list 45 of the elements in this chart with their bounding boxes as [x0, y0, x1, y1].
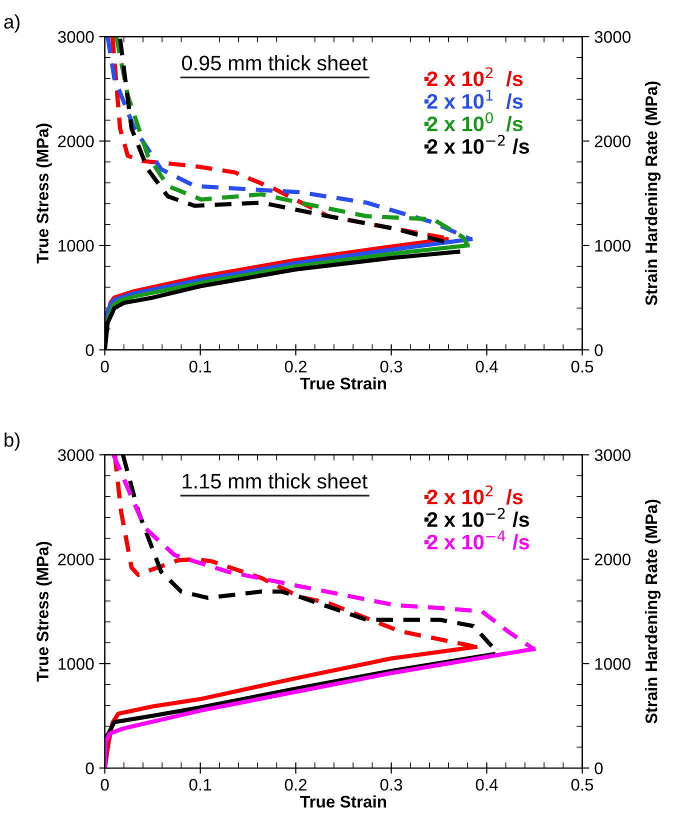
- x-tick-label: 0.3: [380, 360, 402, 373]
- legend-label: 2 x 10$^{−2}$ /s: [427, 508, 530, 528]
- y-tick-label: 0: [86, 344, 94, 356]
- y-tick-label: 2000: [58, 135, 94, 148]
- annotation: 1.15 mm thick sheet: [182, 473, 368, 489]
- x-axis-title: True Strain: [300, 377, 386, 390]
- x-tick-label: 0: [100, 360, 109, 373]
- text: b): [4, 432, 20, 451]
- x-tick-label: 0.3: [380, 778, 402, 791]
- y2-tick-label: 3000: [594, 31, 630, 43]
- y-tick-label: 2000: [58, 554, 94, 566]
- annotation: 0.95 mm thick sheet: [182, 55, 368, 70]
- y-tick-label: 0: [86, 762, 94, 774]
- y2-tick-label: 0: [594, 344, 603, 356]
- y-axis-title: True Stress (MPa): [36, 542, 52, 682]
- x-tick-label: 0.1: [189, 778, 212, 791]
- y-tick-label: 3000: [58, 31, 94, 43]
- y2-axis-title: Strain Hardening Rate (MPa): [645, 500, 661, 724]
- legend-label: 2 x 10$^{2}$ /s: [427, 485, 523, 505]
- y-tick-label: 3000: [58, 449, 94, 462]
- y2-tick-label: 3000: [594, 449, 630, 462]
- y2-tick-label: 1000: [595, 240, 630, 252]
- x-tick-label: 0.4: [476, 360, 498, 373]
- y2-axis-title: Strain Hardening Rate (MPa): [645, 82, 661, 306]
- y2-tick-label: 1000: [595, 658, 630, 670]
- y-tick-label: 1000: [58, 658, 94, 670]
- y2-tick-label: 2000: [594, 135, 630, 148]
- y2-tick-label: 2000: [594, 554, 630, 566]
- legend-label: 2 x 10$^{−2}$ /s: [427, 134, 530, 154]
- legend-label: 2 x 10$^{2}$ /s: [427, 67, 523, 86]
- x-tick-label: 0.2: [284, 360, 307, 373]
- x-tick-label: 0.2: [284, 778, 307, 791]
- legend-label: 2 x 10$^{1}$ /s: [427, 90, 523, 109]
- x-tick-label: 0: [100, 778, 109, 791]
- text: a): [4, 14, 20, 32]
- x-tick-label: 0.5: [571, 360, 594, 373]
- x-axis-title: True Strain: [300, 795, 386, 808]
- x-tick-label: 0.5: [571, 778, 594, 791]
- x-tick-label: 0.1: [189, 360, 212, 373]
- y2-tick-label: 0: [594, 762, 603, 774]
- legend-label: 2 x 10$^{0}$ /s: [427, 112, 523, 132]
- legend-label: 2 x 10$^{−4}$ /s: [427, 530, 530, 550]
- x-tick-label: 0.4: [476, 778, 498, 791]
- y-axis-title: True Stress (MPa): [36, 124, 52, 264]
- y-tick-label: 1000: [58, 240, 94, 252]
